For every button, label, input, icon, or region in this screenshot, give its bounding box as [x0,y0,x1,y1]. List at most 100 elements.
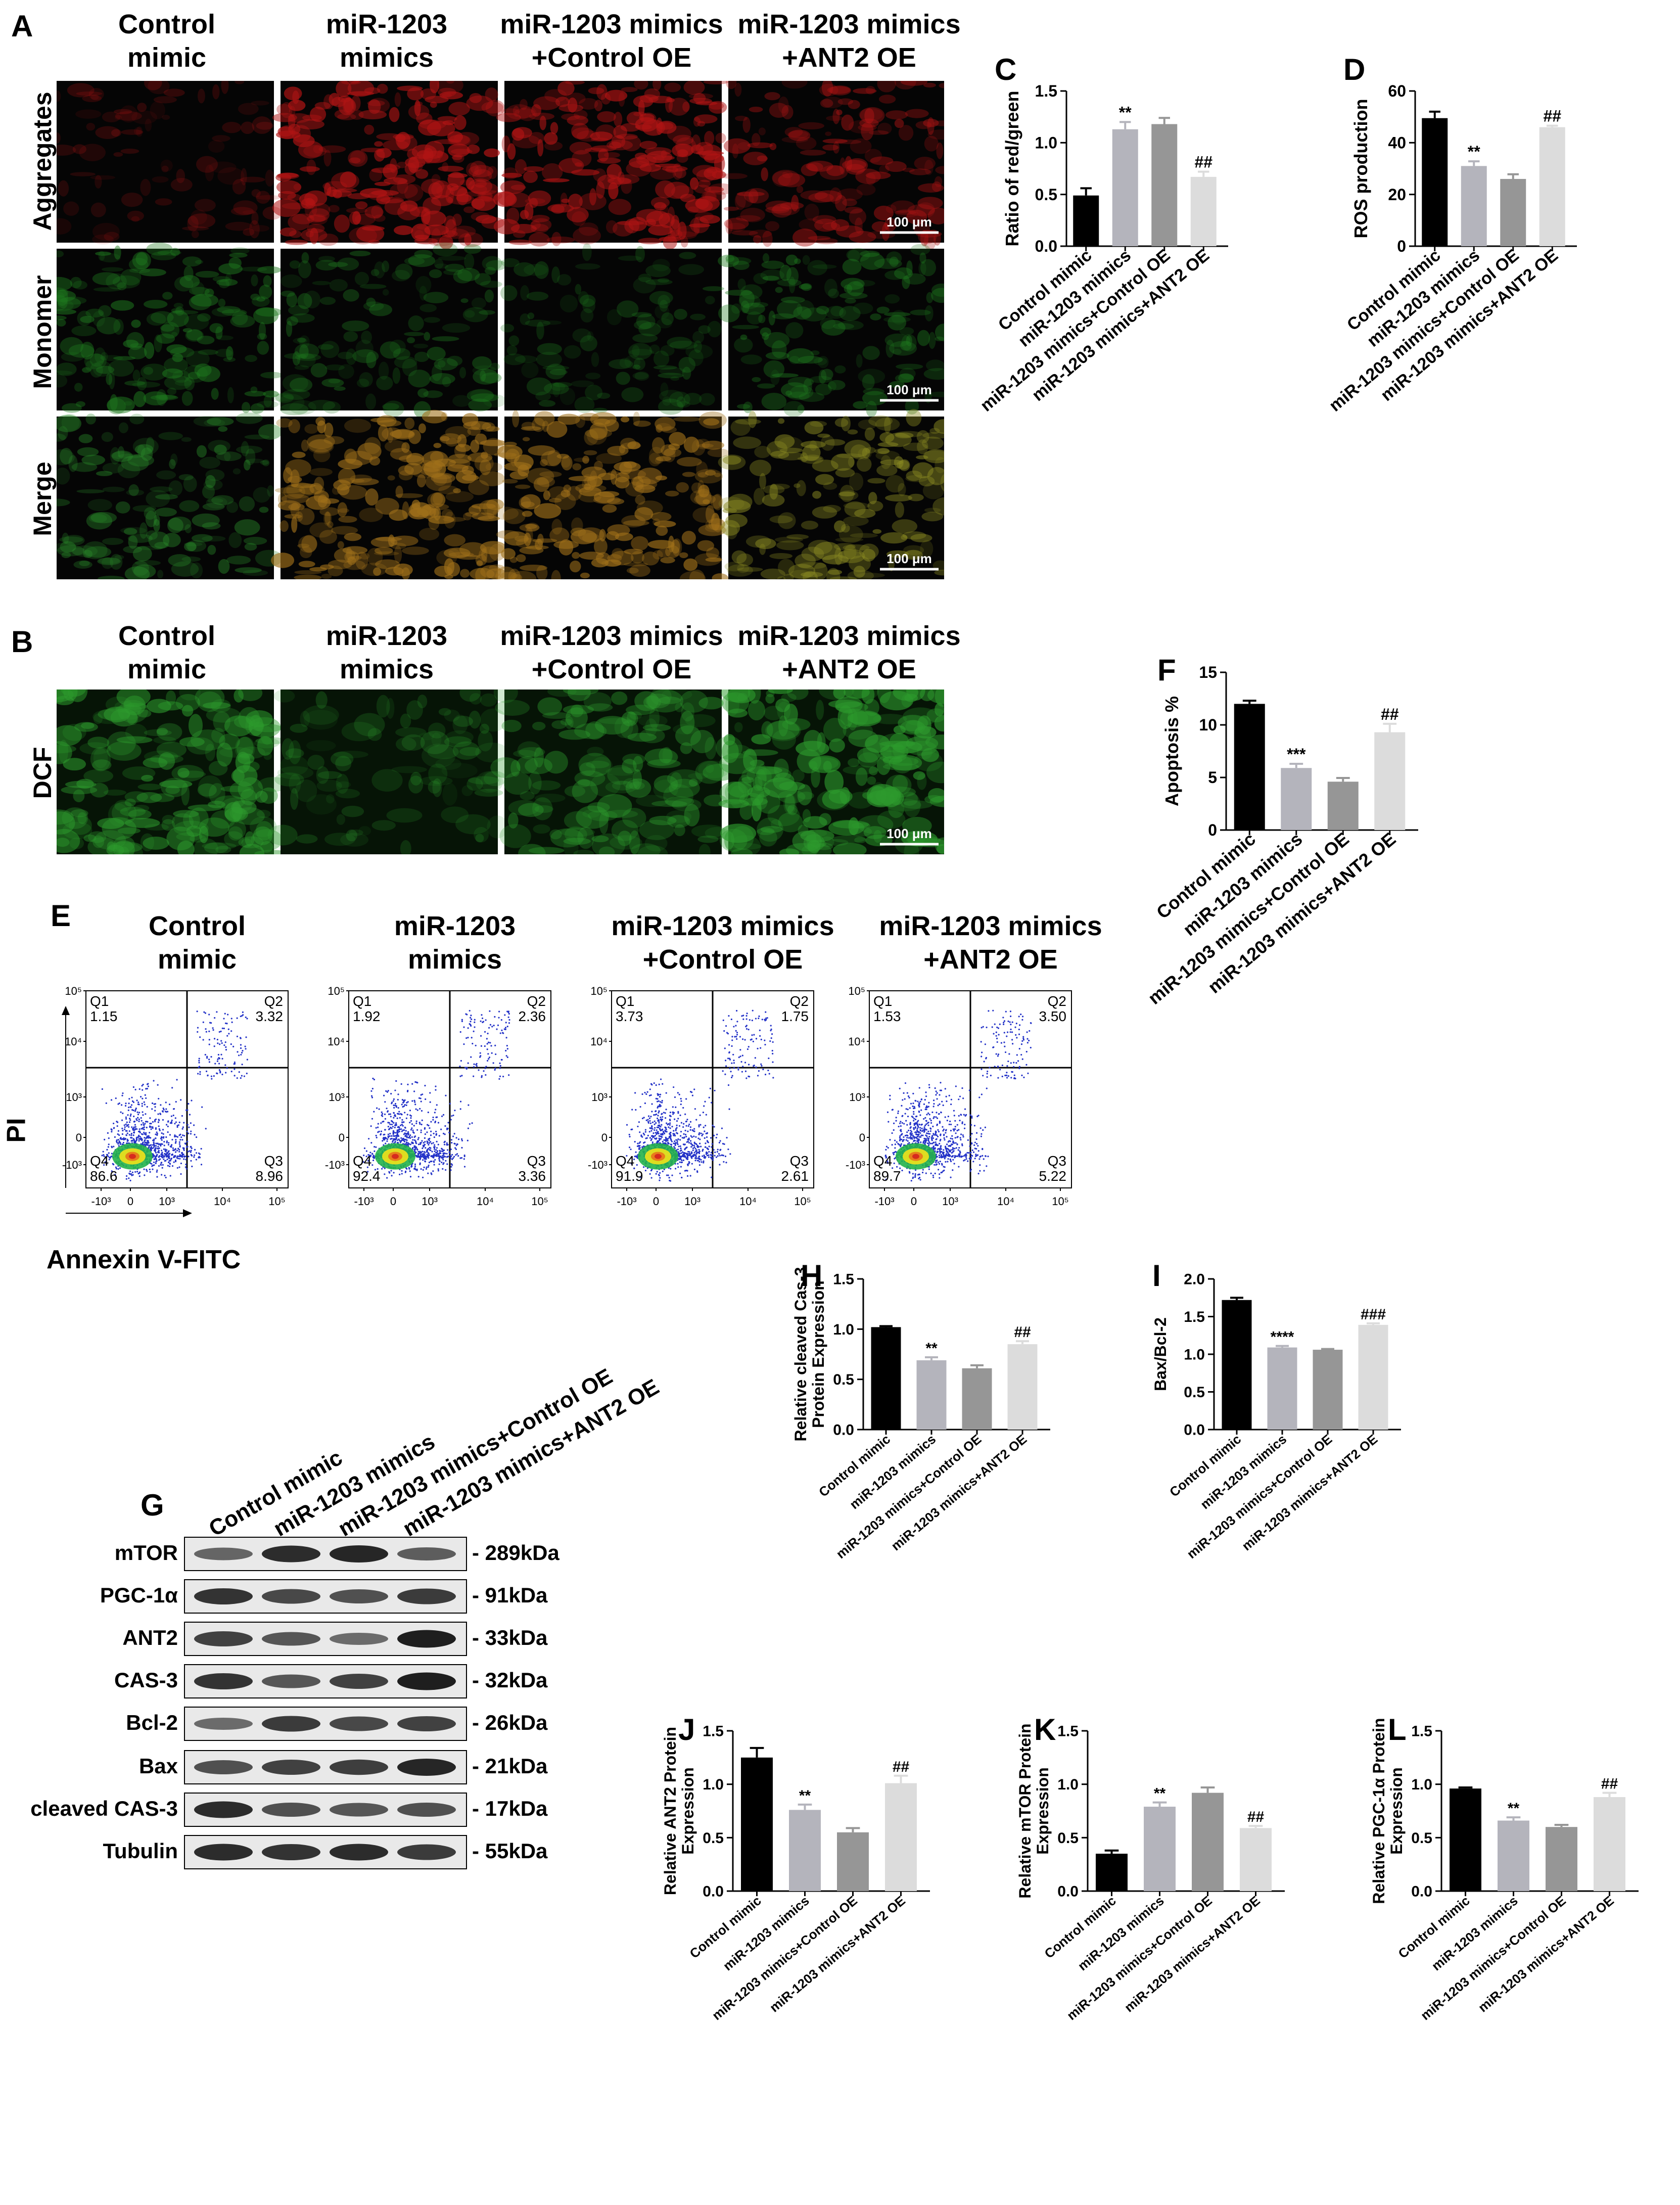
y-tick-label: 60 [1388,82,1406,100]
quadrant-label: Q1 [353,993,371,1009]
y-axis-label: Ratio of red/green [1002,90,1022,246]
bar [1500,178,1526,246]
category-label: miR-1203 mimics [720,1893,812,1974]
dcf-tile [267,683,509,857]
quadrant-label: Q2 [790,993,809,1009]
panel-label-l: L [1388,1713,1407,1747]
blot-band [262,1844,320,1860]
bar [789,1810,821,1891]
flow-tick-label: 0 [653,1195,659,1208]
y-tick-label: 0.0 [703,1884,724,1900]
group-header-mir1203-mimics: miR-1203 mimics [325,9,448,73]
y-axis-label: Relative PGC-1α ProteinExpression [1370,1718,1406,1904]
micrograph-tile [271,409,507,583]
bar [1594,1797,1625,1891]
quadrant-label: Q2 [264,993,283,1009]
quadrant-label: Q4 [90,1153,109,1169]
blot-band [262,1632,320,1646]
blot-band [194,1844,253,1861]
quadrant-label: 3.32 [256,1008,284,1024]
flow-tick-label: 10³ [159,1195,175,1208]
bar [962,1368,992,1430]
flow-tick-label: 10³ [684,1195,701,1208]
y-axis-label: Relative ANT2 ProteinExpression [661,1727,697,1895]
blot-lane-label: miR-1203 mimics+ANT2 OE [399,1374,664,1542]
group-header-mir1203-ant2-oe: miR-1203 mimics +ANT2 OE [737,9,961,73]
blot-band [397,1630,456,1648]
quadrant-label: Q1 [616,993,634,1009]
row-label-dcf: DCF [28,747,57,799]
quadrant-label: Q3 [264,1153,283,1169]
micrograph-grid-a: 100 μm 100 μm 100 μm [43,74,956,588]
bar [1498,1820,1529,1891]
significance-mark: ** [1508,1800,1520,1817]
blot-band-strip [184,1537,467,1571]
flow-tick-label: 10³ [329,1091,345,1104]
significance-mark: ## [1247,1809,1265,1825]
bar [837,1832,869,1891]
group-header-control-mimic: Control mimic [118,9,215,73]
bar [1313,1350,1343,1430]
panel-label-d: D [1343,53,1366,86]
blot-size-label: - 55kDa [472,1839,548,1863]
bar [1358,1324,1388,1430]
micrograph-tile [270,242,507,419]
panel-label-i: I [1152,1259,1161,1293]
panel-label-e: E [51,899,71,933]
y-tick-label: 0.0 [1035,237,1057,255]
scale-bar-label: 100 μm [886,551,932,566]
flow-tick-label: 10³ [66,1091,82,1104]
y-tick-label: 0.5 [703,1830,724,1847]
panel-label-b: B [11,625,33,659]
y-axis-label: Apoptosis % [1161,696,1182,806]
flow-tick-label: 10⁴ [997,1195,1014,1208]
category-label: miR-1203 mimics [1429,1893,1521,1974]
bar-chart-j: 0.0 0.5 1.0 1.5 Relative ANT2 ProteinExpress… [661,1723,930,2023]
quadrant-label: 86.6 [90,1168,118,1184]
dcf-tile: 100 μm [715,679,961,865]
bar [1222,1300,1252,1430]
bar [1281,768,1312,830]
flow-tick-label: 0 [76,1131,82,1144]
y-tick-label: 2.0 [1184,1271,1205,1288]
quadrant-label: Q3 [1048,1153,1066,1169]
blot-band-strip [184,1579,467,1614]
flow-tick-label: 0 [601,1131,608,1144]
flow-tick-label: 10⁴ [214,1195,231,1208]
micrograph-tile: 100 μm [718,409,956,585]
flow-tick-label: 0 [911,1195,917,1208]
flow-header-control-mimic: Control mimic [149,911,246,975]
bar [1240,1828,1272,1891]
quadrant-label: Q4 [873,1153,892,1169]
blot-band [194,1760,253,1774]
group-header-mir1203-mimics-b: miR-1203 mimics [325,621,448,684]
blot-band-strip [184,1622,467,1656]
flow-tick-label: 10⁵ [328,985,345,997]
significance-mark: ## [1601,1776,1618,1793]
bar [741,1757,773,1891]
significance-mark: ** [1119,103,1132,121]
significance-mark: ## [1014,1324,1031,1341]
flow-header-mir1203-ant2-oe: miR-1203 mimics +ANT2 OE [879,911,1102,975]
bar [1374,732,1406,830]
blot-band [262,1803,320,1817]
blot-protein-label: Bax [138,1754,178,1778]
quadrant-label: 5.22 [1039,1168,1067,1184]
micrograph-tile [272,76,505,250]
blot-band [330,1589,388,1603]
panel-label-a: A [11,9,33,43]
group-header-mir1203-control-oe-b: miR-1203 mimics +Control OE [500,621,723,684]
bar [1112,129,1138,246]
micrograph-tile [48,75,283,245]
flow-tick-label: 10⁵ [65,985,82,997]
category-label: miR-1203 mimics+Control OE [1144,829,1352,1008]
micrograph-tile: 100 μm [718,244,953,418]
scale-bar-label: 100 μm [886,826,932,841]
blot-protein-label: CAS-3 [114,1668,178,1692]
y-tick-label: 0.0 [833,1422,854,1439]
blot-band-strip [184,1664,467,1698]
flow-tick-label: 10³ [591,1091,608,1104]
y-axis-label: Relative mTOR ProteinExpression [1016,1723,1052,1898]
